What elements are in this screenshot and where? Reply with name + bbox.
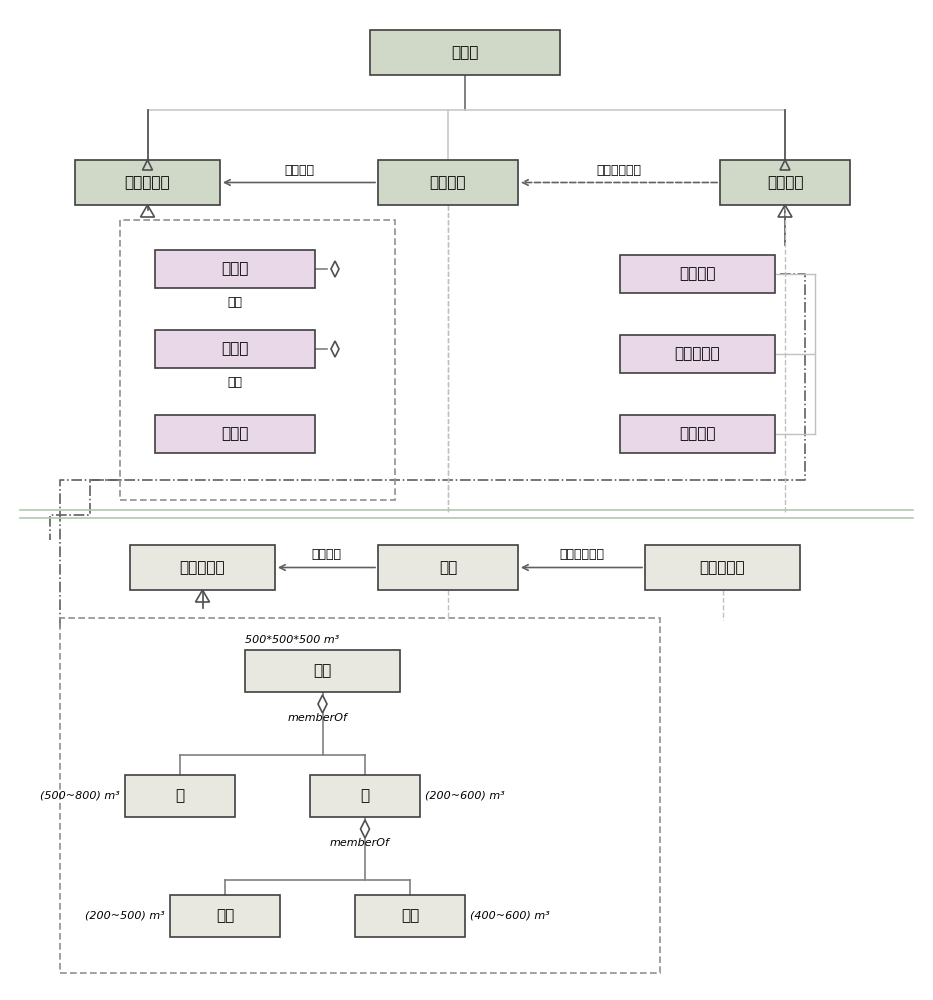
FancyBboxPatch shape bbox=[155, 330, 315, 368]
FancyBboxPatch shape bbox=[125, 775, 235, 817]
FancyBboxPatch shape bbox=[355, 895, 465, 937]
Text: 打孔: 打孔 bbox=[313, 664, 331, 678]
FancyBboxPatch shape bbox=[310, 775, 420, 817]
Polygon shape bbox=[318, 695, 327, 713]
Text: 云制造: 云制造 bbox=[452, 45, 479, 60]
FancyBboxPatch shape bbox=[245, 650, 400, 692]
Polygon shape bbox=[331, 261, 339, 277]
Text: memberOf: memberOf bbox=[287, 713, 347, 723]
Text: 精车: 精车 bbox=[216, 908, 234, 924]
FancyBboxPatch shape bbox=[645, 545, 800, 590]
Text: 具有描述: 具有描述 bbox=[284, 163, 314, 176]
Polygon shape bbox=[360, 820, 369, 838]
Text: 具有描述: 具有描述 bbox=[312, 548, 341, 562]
FancyBboxPatch shape bbox=[378, 160, 518, 205]
Text: 钻: 钻 bbox=[175, 788, 185, 804]
Text: 物理资源: 物理资源 bbox=[679, 266, 716, 282]
Text: (200~600) m³: (200~600) m³ bbox=[425, 791, 505, 801]
Text: 多粒度描述: 多粒度描述 bbox=[180, 560, 225, 575]
Text: 成员: 成员 bbox=[228, 296, 243, 309]
FancyBboxPatch shape bbox=[720, 160, 850, 205]
Text: 成员: 成员 bbox=[228, 376, 243, 389]
FancyBboxPatch shape bbox=[620, 335, 775, 373]
Text: 企业层: 企业层 bbox=[221, 342, 249, 357]
FancyBboxPatch shape bbox=[620, 415, 775, 453]
Text: 多主轴车床: 多主轴车床 bbox=[700, 560, 745, 575]
FancyBboxPatch shape bbox=[378, 545, 518, 590]
Text: 人力资源: 人力资源 bbox=[679, 426, 716, 442]
Polygon shape bbox=[331, 341, 339, 357]
FancyBboxPatch shape bbox=[620, 255, 775, 293]
Text: 非物理资源: 非物理资源 bbox=[675, 347, 720, 361]
Text: 具有功能特性: 具有功能特性 bbox=[559, 548, 604, 562]
Text: 多粒度描述: 多粒度描述 bbox=[125, 175, 171, 190]
FancyBboxPatch shape bbox=[130, 545, 275, 590]
Text: (200~500) m³: (200~500) m³ bbox=[85, 911, 165, 921]
Text: 具有功能特性: 具有功能特性 bbox=[596, 163, 642, 176]
Text: 粗车: 粗车 bbox=[401, 908, 419, 924]
Text: memberOf: memberOf bbox=[330, 838, 390, 848]
Text: 制造资源: 制造资源 bbox=[767, 175, 803, 190]
Text: 车: 车 bbox=[360, 788, 369, 804]
Text: 资源层: 资源层 bbox=[221, 426, 249, 442]
Text: (500~800) m³: (500~800) m³ bbox=[40, 791, 120, 801]
FancyBboxPatch shape bbox=[170, 895, 280, 937]
Text: 精车: 精车 bbox=[439, 560, 457, 575]
FancyBboxPatch shape bbox=[370, 30, 560, 75]
Text: 500*500*500 m³: 500*500*500 m³ bbox=[245, 635, 340, 645]
Text: 功能特性: 功能特性 bbox=[430, 175, 466, 190]
Text: (400~600) m³: (400~600) m³ bbox=[470, 911, 550, 921]
FancyBboxPatch shape bbox=[75, 160, 220, 205]
Text: 联盟层: 联盟层 bbox=[221, 261, 249, 276]
FancyBboxPatch shape bbox=[155, 250, 315, 288]
FancyBboxPatch shape bbox=[155, 415, 315, 453]
